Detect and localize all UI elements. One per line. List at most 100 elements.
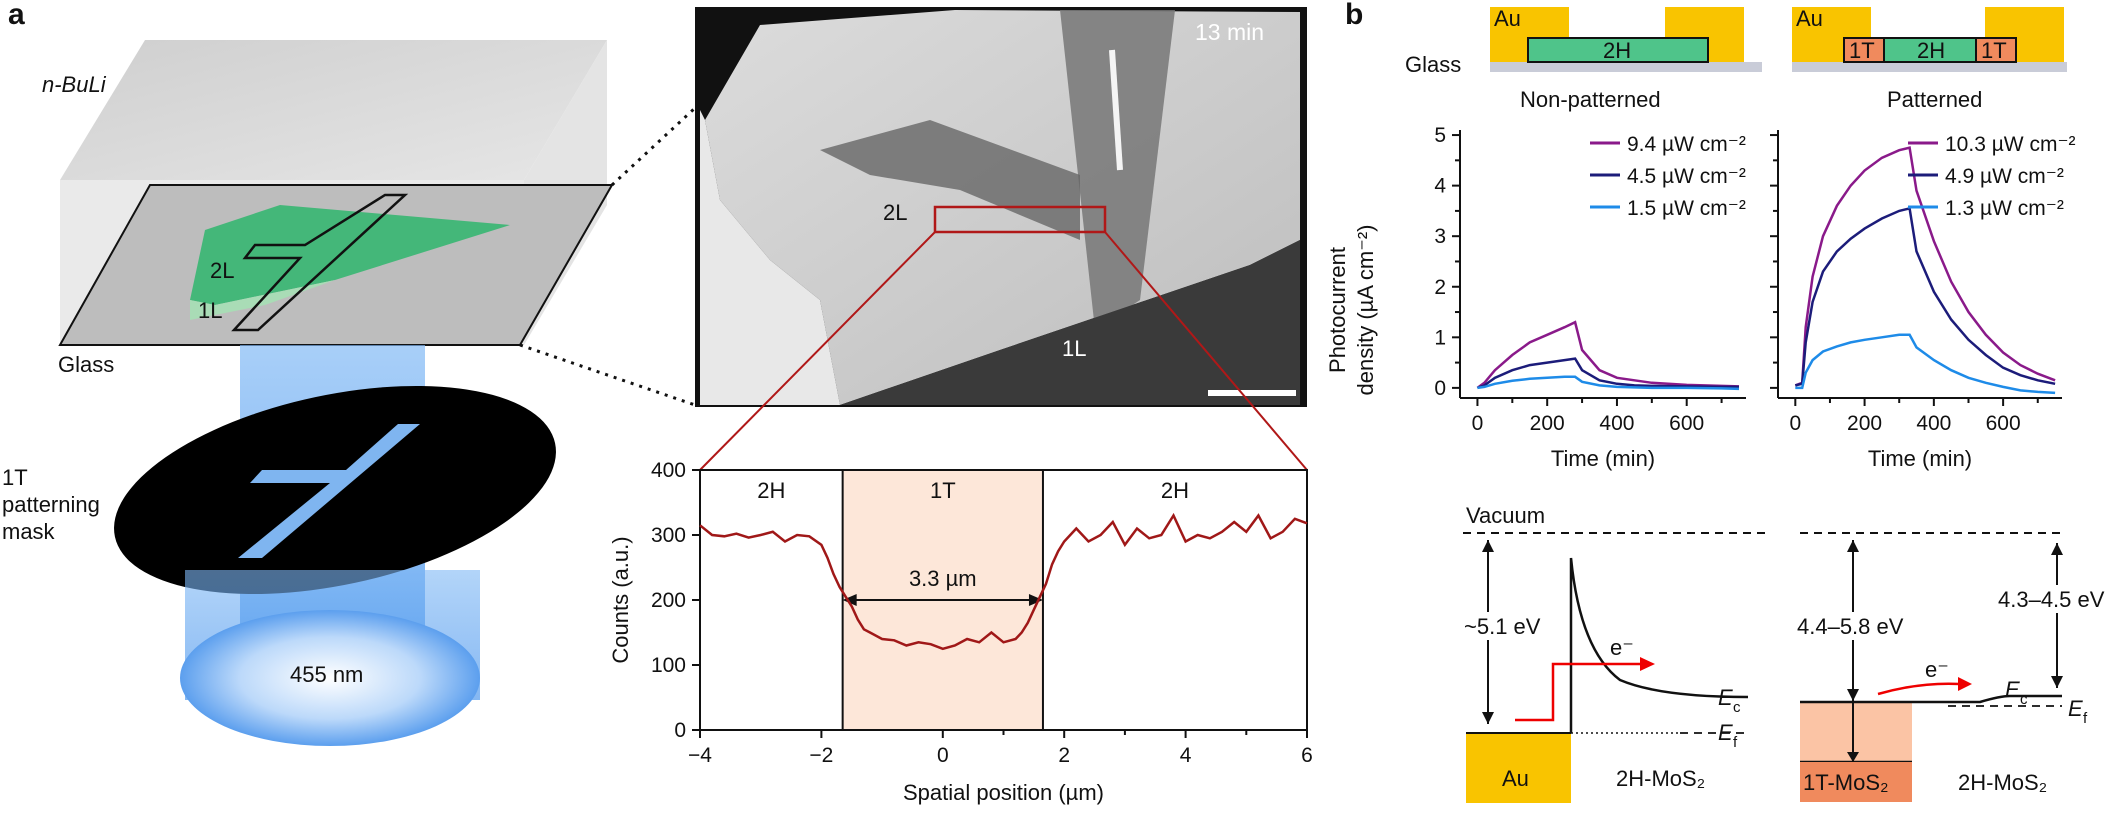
ec-label-left: E bbox=[1718, 685, 1733, 710]
x-tick-label: −2 bbox=[809, 744, 833, 767]
1t-metal-label: 1T-MoS₂ bbox=[1803, 770, 1889, 795]
electron-arrowhead-left bbox=[1640, 657, 1655, 671]
wavelength-label: 455 nm bbox=[290, 662, 363, 687]
substrate-label: Glass bbox=[58, 352, 114, 377]
reagent-label: n-BuLi bbox=[42, 72, 107, 97]
legend-label: 4.9 µW cm⁻² bbox=[1945, 165, 2064, 188]
electron-label-left: e⁻ bbox=[1610, 635, 1634, 660]
barrier-label-right-1: 4.4–5.8 eV bbox=[1797, 614, 1904, 639]
series-line-navy bbox=[1795, 206, 2056, 387]
y-tick-label: 100 bbox=[651, 654, 686, 677]
non-patterned-title: Non-patterned bbox=[1520, 87, 1661, 112]
series-line-purple bbox=[1476, 320, 1740, 389]
arrowhead-down bbox=[2051, 676, 2063, 688]
conduction-band-left bbox=[1569, 557, 1749, 733]
ef-sub-right: f bbox=[2083, 710, 2088, 727]
electron-arrowhead-right bbox=[1958, 677, 1972, 691]
illumination-spot bbox=[180, 610, 480, 746]
y-tick-label: 0 bbox=[1434, 377, 1446, 400]
zoom-line-left bbox=[699, 231, 936, 471]
y-tick-label: 200 bbox=[651, 589, 686, 612]
mask-opening bbox=[238, 424, 420, 558]
scale-bar bbox=[1208, 390, 1296, 396]
width-arrowhead bbox=[1028, 594, 1043, 606]
x-tick-label: 0 bbox=[937, 744, 949, 767]
channel-label-left: 2H bbox=[1603, 38, 1631, 63]
monolayer-region bbox=[840, 240, 1300, 405]
y-axis-label: Counts (a.u.) bbox=[608, 536, 633, 663]
au-metal-label: Au bbox=[1502, 766, 1529, 791]
region-label: 1T bbox=[930, 478, 956, 503]
legend-label: 4.5 µW cm⁻² bbox=[1627, 165, 1746, 188]
y-tick-label: 2 bbox=[1434, 276, 1446, 299]
contact-label-1: 1T bbox=[1849, 38, 1875, 63]
x-tick-label: 400 bbox=[1916, 412, 1951, 435]
arrowhead-up bbox=[1847, 540, 1859, 552]
series-line-blue bbox=[1795, 333, 2056, 395]
legend-label: 9.4 µW cm⁻² bbox=[1627, 133, 1746, 156]
line-profile-chart: 2H 1T 2H 3.3 µm −4 −2 0 2 4 6 0 100 200 300 400 Spatial… bbox=[608, 459, 1313, 805]
x-tick-label: 600 bbox=[1986, 412, 2021, 435]
x-tick-label: 4 bbox=[1180, 744, 1192, 767]
au-label-right: Au bbox=[1796, 6, 1823, 31]
zoom-connector-top bbox=[610, 106, 697, 187]
x-tick-label: 600 bbox=[1669, 412, 1704, 435]
bilayer-label: 2L bbox=[210, 258, 234, 283]
x-tick-label: −4 bbox=[688, 744, 712, 767]
zoom-connector-bottom bbox=[519, 343, 696, 407]
x-tick-label: 0 bbox=[1789, 412, 1801, 435]
ef-label-right: E bbox=[2068, 696, 2083, 721]
zoom-line-right bbox=[1104, 231, 1308, 471]
profile-series-line bbox=[699, 512, 1308, 651]
x-axis-label: Spatial position (µm) bbox=[903, 780, 1104, 805]
mask-label-1: 1T bbox=[2, 465, 28, 490]
panel-b-letter: b bbox=[1345, 0, 1363, 31]
device-non-patterned: Au 2H Glass Non-patterned bbox=[1405, 6, 1762, 112]
glass-label: Glass bbox=[1405, 52, 1461, 77]
time-label: 13 min bbox=[1195, 19, 1264, 45]
channel-label-right: 2H bbox=[1917, 38, 1945, 63]
y-tick-label: 5 bbox=[1434, 124, 1446, 147]
monolayer-label: 1L bbox=[198, 298, 222, 323]
label-bg bbox=[1464, 612, 1516, 640]
barrier-label-left: ~5.1 eV bbox=[1464, 614, 1541, 639]
contact-label-2: 1T bbox=[1981, 38, 2007, 63]
x-tick-label: 200 bbox=[1530, 412, 1565, 435]
micrograph: 13 min 2L 1L bbox=[695, 7, 1307, 407]
patterned-title: Patterned bbox=[1887, 87, 1982, 112]
vacuum-label: Vacuum bbox=[1466, 503, 1545, 528]
y-tick-label: 400 bbox=[651, 459, 686, 482]
glass-substrate-left bbox=[1490, 62, 1762, 72]
au-metal-block bbox=[1466, 733, 1571, 803]
micro-bilayer-label: 2L bbox=[883, 200, 907, 225]
region-label: 2H bbox=[1161, 478, 1189, 503]
contact-1t-right bbox=[1975, 37, 2017, 63]
y-tick-label: 3 bbox=[1434, 225, 1446, 248]
x-tick-label: 400 bbox=[1599, 412, 1634, 435]
photocurrent-chart-patterned: 0 200 400 600 Time (min) 10.3 µW cm⁻² 4.9 µW c… bbox=[1770, 130, 2076, 471]
width-annotation: 3.3 µm bbox=[909, 566, 977, 591]
legend-label: 1.3 µW cm⁻² bbox=[1945, 197, 2064, 220]
barrier-label-right-2: 4.3–4.5 eV bbox=[1998, 587, 2105, 612]
x-tick-label: 200 bbox=[1847, 412, 1882, 435]
profile-region-box bbox=[933, 205, 1107, 234]
photocurrent-ylabel-2: density (µA cm⁻²) bbox=[1353, 225, 1378, 396]
series-line-navy bbox=[1476, 357, 1739, 390]
x-tick-label: 2 bbox=[1058, 744, 1070, 767]
x-tick-label: 0 bbox=[1472, 412, 1484, 435]
panel-a-letter: a bbox=[8, 0, 25, 31]
reaction-cell: 2L 1L n-BuLi Glass bbox=[42, 40, 614, 377]
contact-1t-left bbox=[1843, 37, 1885, 63]
semiconductor-label-left: 2H-MoS₂ bbox=[1616, 766, 1705, 791]
electron-path-right bbox=[1877, 682, 1961, 696]
photocurrent-ylabel-1: Photocurrent bbox=[1325, 247, 1350, 373]
electron-label-right: e⁻ bbox=[1925, 657, 1949, 682]
ec-sub-right: c bbox=[2020, 691, 2028, 708]
arrowhead-down bbox=[1482, 712, 1494, 724]
ec-label-right: E bbox=[2005, 677, 2020, 702]
flake-crack bbox=[1109, 49, 1123, 171]
arrowhead-up bbox=[1482, 540, 1494, 552]
y-tick-label: 1 bbox=[1434, 326, 1446, 349]
x-axis-label: Time (min) bbox=[1868, 446, 1972, 471]
